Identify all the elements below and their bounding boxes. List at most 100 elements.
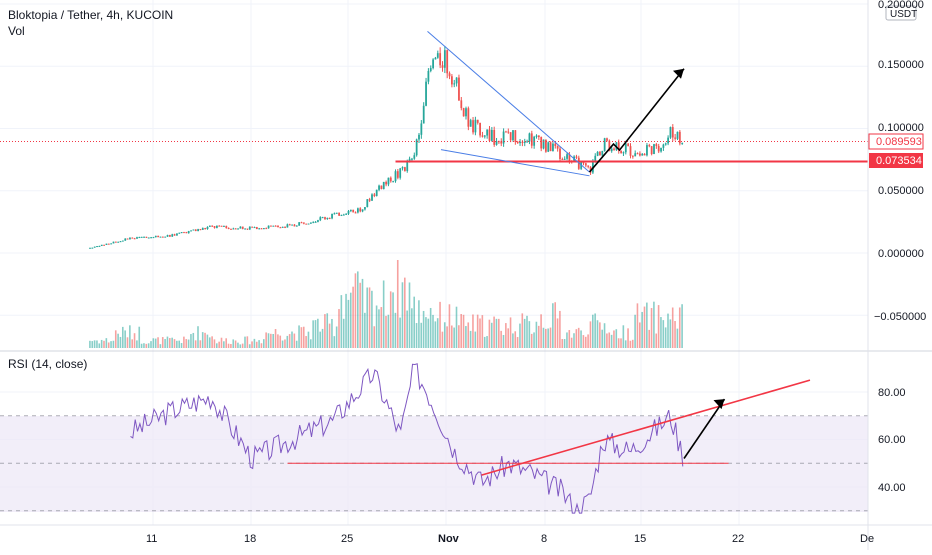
current-price-badge <box>868 133 924 150</box>
candle-body-27 <box>152 237 155 239</box>
volume-bar-26 <box>150 341 152 348</box>
candle-body-99 <box>321 217 324 219</box>
candle-body-129 <box>392 181 395 183</box>
volume-bar-236 <box>643 306 646 348</box>
candle-body-54 <box>216 225 218 228</box>
rsi-tick-40: 40.00 <box>878 482 906 494</box>
volume-bar-85 <box>288 334 291 348</box>
rsi-trendline <box>481 379 811 476</box>
candle-body-104 <box>333 213 336 215</box>
volume-bar-12 <box>117 333 119 348</box>
candle-body-21 <box>138 237 141 239</box>
volume-bar-207 <box>575 329 578 348</box>
volume-bar-37 <box>176 340 178 348</box>
volume-bar-5 <box>100 339 103 348</box>
candle-body-238 <box>648 145 651 147</box>
volume-bar-139 <box>415 323 418 348</box>
volume-bar-89 <box>298 325 300 348</box>
candle-body-235 <box>641 153 644 156</box>
volume-bar-72 <box>258 340 260 348</box>
price-tick-0.050000: 0.050000 <box>878 185 924 197</box>
candle-body-35 <box>171 234 174 237</box>
volume-bar-187 <box>528 321 531 348</box>
rsi-line <box>130 363 684 514</box>
candle-body-64 <box>239 226 242 229</box>
candle-body-108 <box>342 214 345 216</box>
candle-body-222 <box>610 148 613 152</box>
candle-body-25 <box>147 237 150 239</box>
candle-body-30 <box>159 236 162 238</box>
volume-bar-118 <box>366 287 368 348</box>
candle-body-16 <box>126 238 129 240</box>
volume-bar-48 <box>201 332 204 348</box>
volume-bar-125 <box>382 280 385 348</box>
volume-bar-156 <box>455 306 458 348</box>
candle-body-43 <box>190 230 192 232</box>
candle-body-201 <box>561 159 564 161</box>
candle-body-143 <box>425 81 427 106</box>
candle-body-88 <box>295 225 298 227</box>
volume-bar-94 <box>310 339 312 348</box>
volume-bar-168 <box>483 336 486 348</box>
candle-body-69 <box>251 226 254 228</box>
price-tick-0.100000: 0.100000 <box>878 122 924 134</box>
volume-bar-220 <box>606 333 608 348</box>
volume-bar-104 <box>333 336 336 348</box>
volume-bar-7 <box>105 338 108 348</box>
candle-body-40 <box>183 232 185 234</box>
candle-body-58 <box>225 225 228 229</box>
volume-bar-235 <box>641 311 643 348</box>
volume-bar-14 <box>122 326 124 348</box>
currency-badge[interactable] <box>885 5 917 21</box>
candle-body-232 <box>634 153 637 157</box>
volume-bar-174 <box>498 318 500 348</box>
volume-bar-0 <box>89 340 91 348</box>
candle-body-73 <box>260 228 263 230</box>
candle-body-223 <box>613 148 615 150</box>
candle-body-34 <box>169 235 171 237</box>
volume-bar-239 <box>650 308 653 348</box>
candle-body-98 <box>319 217 322 221</box>
candle-body-191 <box>537 135 540 138</box>
candle-body-78 <box>272 225 275 227</box>
candle-body-123 <box>378 185 380 190</box>
volume-bar-245 <box>664 327 667 348</box>
candle-body-164 <box>474 119 477 133</box>
candle-body-200 <box>559 148 561 160</box>
volume-bar-171 <box>490 322 493 348</box>
volume-bar-30 <box>159 344 162 348</box>
volume-bar-177 <box>505 323 507 348</box>
volume-bar-246 <box>667 313 669 348</box>
volume-bar-192 <box>540 314 542 348</box>
volume-bar-79 <box>274 329 277 348</box>
candle-body-20 <box>136 237 138 239</box>
candle-body-118 <box>366 199 369 208</box>
candle-body-210 <box>582 162 585 164</box>
volume-bar-219 <box>603 323 606 348</box>
volume-bar-232 <box>634 314 636 348</box>
volume-bar-39 <box>180 343 183 348</box>
volume-bar-184 <box>521 313 524 348</box>
volume-bar-148 <box>436 318 439 348</box>
volume-bar-237 <box>646 302 648 348</box>
candle-body-245 <box>664 143 667 145</box>
candle-body-65 <box>241 226 244 229</box>
volume-bar-176 <box>502 334 505 348</box>
volume-bar-11 <box>114 330 117 348</box>
volume-bar-225 <box>617 338 620 348</box>
candle-body-126 <box>385 181 387 185</box>
volume-bar-216 <box>596 320 599 348</box>
candle-body-76 <box>267 225 270 229</box>
volume-bar-115 <box>359 282 361 348</box>
volume-bar-110 <box>347 299 350 348</box>
volume-bar-98 <box>319 331 321 348</box>
candle-body-185 <box>523 141 526 143</box>
volume-bar-70 <box>253 338 256 348</box>
volume-bar-6 <box>103 340 105 348</box>
volume-bar-185 <box>523 318 526 348</box>
volume-bar-67 <box>246 336 249 348</box>
support-price-label: 0.073534 <box>876 155 922 167</box>
candle-body-116 <box>361 209 364 212</box>
volume-bar-8 <box>107 342 110 348</box>
